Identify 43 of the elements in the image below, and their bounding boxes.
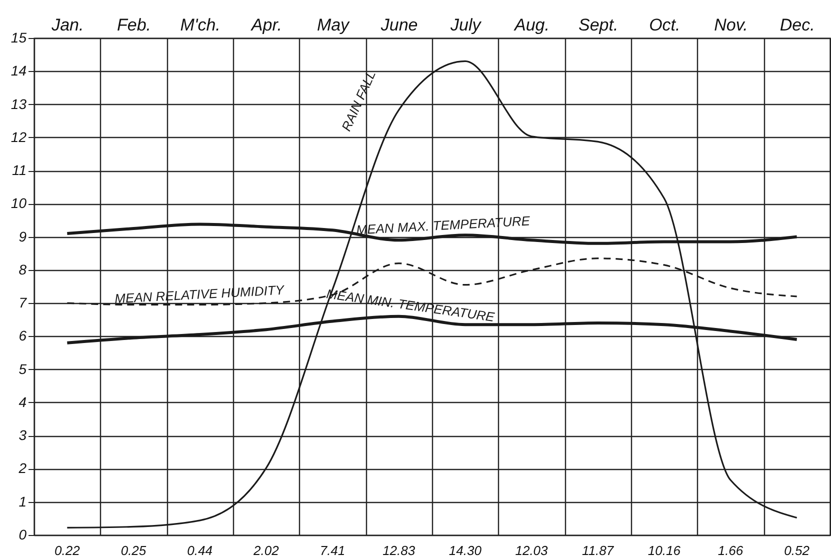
x-tick-label: M'ch. <box>180 16 220 34</box>
y-tick-label: 6 <box>18 328 27 344</box>
series-label: MEAN MAX. TEMPERATURE <box>356 213 531 238</box>
series-label: MEAN RELATIVE HUMIDITY <box>114 282 286 306</box>
x-tick-label: Dec. <box>780 16 815 34</box>
x-tick-label: July <box>450 16 482 34</box>
y-tick-label: 9 <box>18 228 27 244</box>
x-tick-label: Jan. <box>50 16 84 34</box>
data-label: 0.25 <box>120 543 147 558</box>
x-tick-label: Nov. <box>714 16 748 34</box>
data-label: 0.52 <box>784 543 810 558</box>
y-tick-label: 11 <box>12 162 26 178</box>
data-label: 2.02 <box>252 543 280 558</box>
data-label: 7.41 <box>320 543 346 558</box>
y-tick-label: 12 <box>10 128 27 145</box>
text: RAIN FALL <box>338 68 379 134</box>
y-tick-label: 8 <box>18 261 27 278</box>
y-tick-label: 0 <box>18 526 27 542</box>
data-label: 11.87 <box>582 543 614 558</box>
data-label: 0.22 <box>54 543 81 558</box>
x-tick-label: Aug. <box>514 16 550 34</box>
x-tick-label: Oct. <box>649 16 680 34</box>
data-label: 0.44 <box>187 543 212 558</box>
data-label: 12.83 <box>382 543 416 558</box>
x-tick-label: Apr. <box>250 16 282 34</box>
x-tick-label: Feb. <box>116 16 152 34</box>
y-tick-label: 1 <box>18 493 26 510</box>
x-tick-label: Sept. <box>578 16 618 34</box>
y-tick-label: 10 <box>10 195 27 212</box>
y-tick-label: 15 <box>10 30 27 46</box>
y-tick-label: 5 <box>18 360 27 377</box>
y-tick-label: 7 <box>18 294 28 311</box>
data-label: 10.16 <box>648 543 682 558</box>
data-label: 12.03 <box>515 543 549 558</box>
y-tick-label: 4 <box>18 394 27 410</box>
y-tick-label: 14 <box>10 62 27 79</box>
y-tick-label: 3 <box>18 427 27 444</box>
data-label: 1.66 <box>718 543 744 558</box>
x-tick-label: June <box>380 16 418 34</box>
x-tick-label: May <box>316 16 351 34</box>
data-label: 14.30 <box>448 543 482 558</box>
y-tick-label: 13 <box>10 96 27 112</box>
y-tick-label: 2 <box>18 460 27 476</box>
